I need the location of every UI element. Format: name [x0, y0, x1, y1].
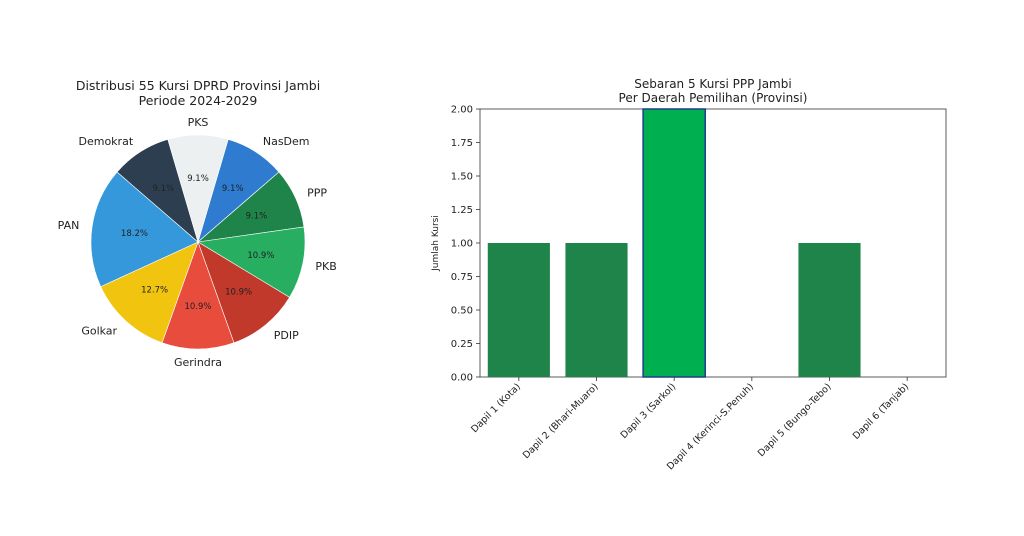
bar-title-line: Per Daerah Pemilihan (Provinsi) — [619, 91, 808, 105]
y-tick-label: 1.25 — [451, 205, 473, 216]
pie-pct-label-golkar: 12.7% — [141, 285, 168, 295]
pie-pct-label-pan: 18.2% — [121, 229, 148, 239]
pie-title-line: Distribusi 55 Kursi DPRD Provinsi Jambi — [76, 78, 320, 93]
y-tick-label: 1.75 — [451, 138, 473, 149]
pie-label-gerindra: Gerindra — [174, 356, 222, 369]
pie-pct-label-ppp: 9.1% — [246, 211, 268, 221]
bar-plot-frame — [479, 108, 947, 378]
bar-dapil-5-bungo-tebo — [798, 243, 861, 377]
pie-label-demokrat: Demokrat — [79, 135, 134, 148]
pie-label-pdip: PDIP — [274, 329, 299, 342]
pie-label-nasdem: NasDem — [263, 135, 310, 148]
bar-dapil-3-sarkol — [642, 108, 706, 378]
x-tick-label: Dapil 1 (Kota) — [469, 381, 523, 435]
pie-label-pkb: PKB — [315, 260, 336, 273]
pie-slice-pan — [90, 171, 199, 288]
y-tick-label: 1.00 — [451, 239, 473, 250]
pie-label-pks: PKS — [188, 116, 209, 129]
pie-label-ppp: PPP — [307, 186, 327, 199]
x-tick-label: Dapil 2 (Bhari-Muaro) — [521, 381, 601, 461]
pie-slice-gerindra — [161, 241, 235, 350]
bar-dapil-2-bhari-muaro — [565, 243, 628, 377]
pie-pct-label-pdip: 10.9% — [225, 288, 252, 298]
pie-title-line: Periode 2024-2029 — [139, 93, 258, 108]
y-tick-label: 2.00 — [451, 105, 473, 116]
pie-pct-label-nasdem: 9.1% — [222, 184, 244, 194]
pie-chart: Distribusi 55 Kursi DPRD Provinsi JambiP… — [58, 78, 337, 369]
pie-slice-pks — [167, 134, 229, 244]
pie-pct-label-pks: 9.1% — [187, 174, 209, 184]
x-tick-label: Dapil 5 (Bungo-Tebo) — [756, 381, 834, 459]
y-axis-label: Jumlah Kursi — [431, 215, 441, 272]
pie-pct-label-demokrat: 9.1% — [152, 184, 174, 194]
pie-pct-label-pkb: 10.9% — [247, 251, 274, 261]
pie-pct-label-gerindra: 10.9% — [184, 302, 211, 312]
x-tick-label: Dapil 4 (Kerinci-S.Penuh) — [665, 381, 756, 472]
bar-title-line: Sebaran 5 Kursi PPP Jambi — [634, 77, 791, 91]
x-tick-label: Dapil 6 (Tanjab) — [851, 381, 911, 441]
pie-label-golkar: Golkar — [81, 324, 117, 337]
pie-slice-pdip — [197, 241, 290, 344]
y-tick-label: 0.75 — [451, 272, 473, 283]
y-tick-label: 0.50 — [451, 306, 473, 317]
pie-slice-golkar — [100, 241, 199, 344]
bar-dapil-1-kota — [487, 243, 550, 377]
pie-chart-panel: Distribusi 55 Kursi DPRD Provinsi Jambi P… — [0, 0, 400, 532]
y-tick-label: 0.25 — [451, 339, 473, 350]
y-tick-label: 1.50 — [451, 172, 473, 183]
bar-chart-panel: Sebaran 5 Kursi PPP Jambi Per Daerah Pemi… — [400, 0, 1024, 532]
y-tick-label: 0.00 — [451, 373, 473, 384]
pie-label-pan: PAN — [58, 219, 80, 232]
pie-slice-pkb — [197, 226, 306, 298]
x-tick-label: Dapil 3 (Sarkol) — [619, 381, 679, 441]
